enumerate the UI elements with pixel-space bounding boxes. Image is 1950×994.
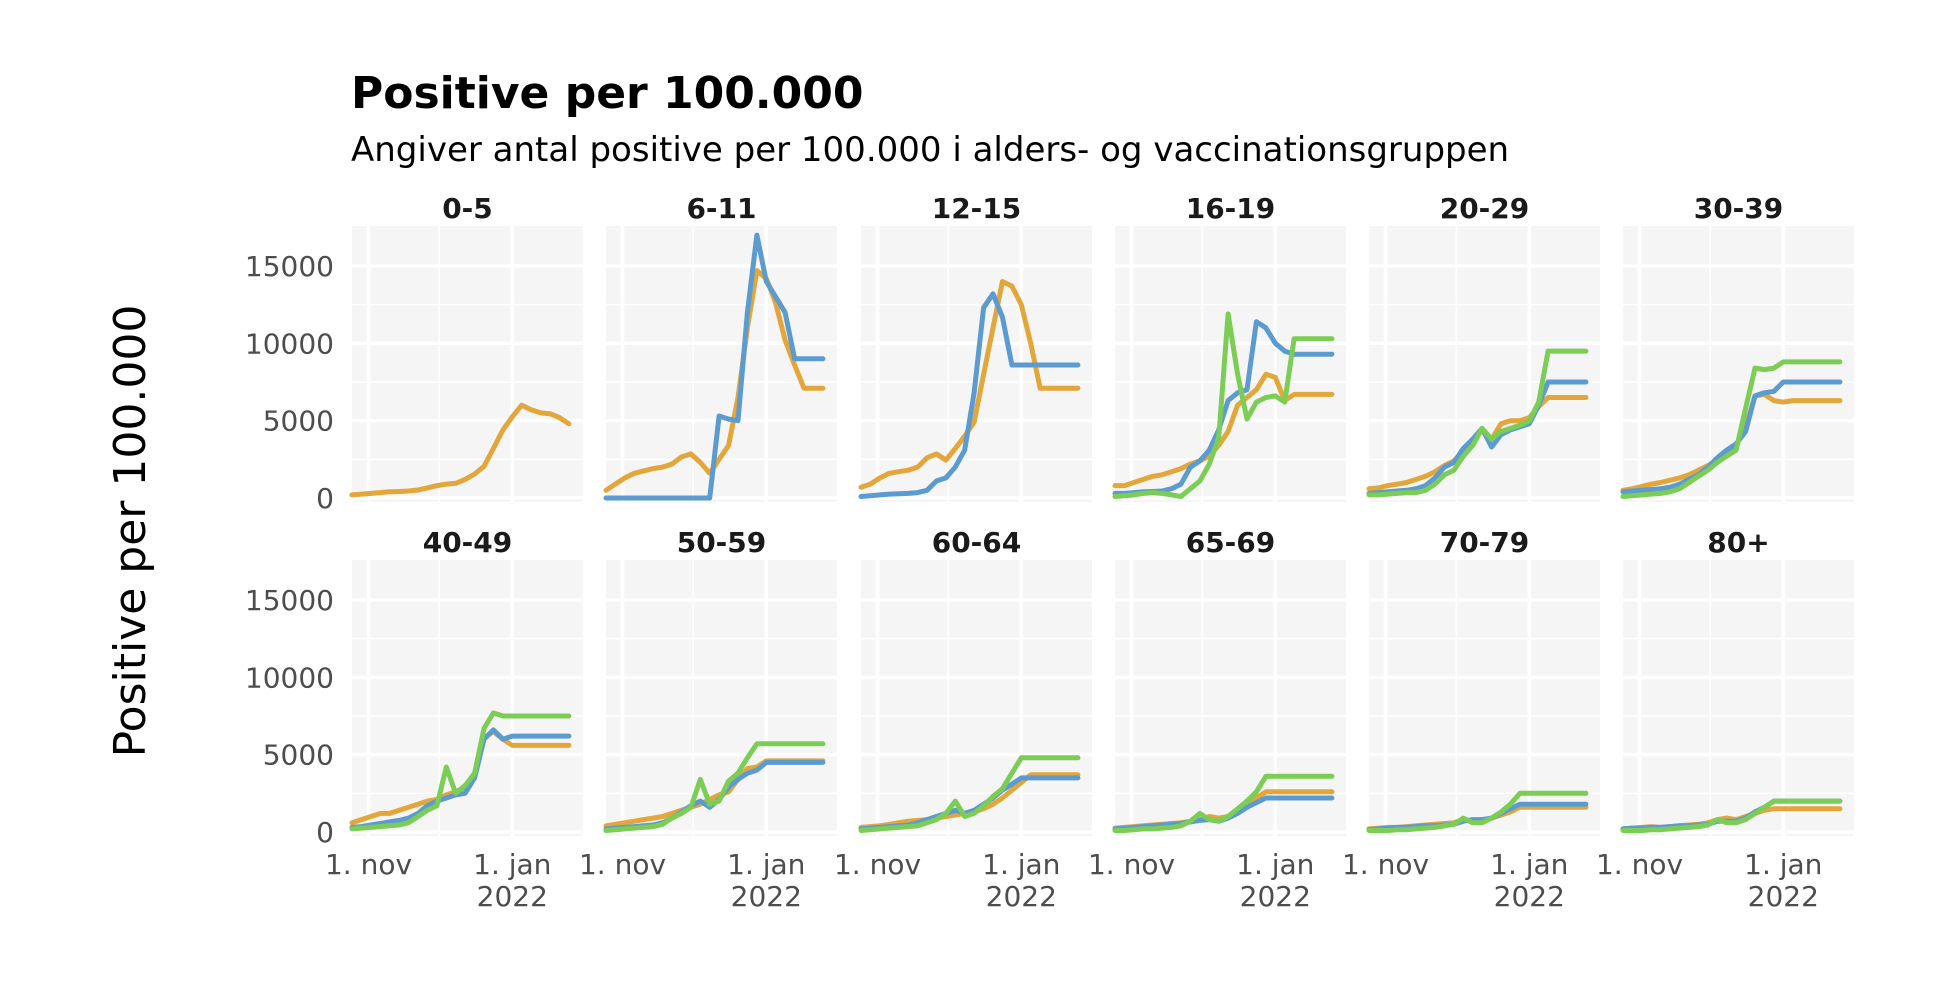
panel-background (1115, 226, 1346, 502)
facet-label: 12-15 (932, 192, 1022, 225)
panel-background (1369, 560, 1600, 836)
x-tick-label: 1. jan (473, 848, 551, 881)
x-tick-label: 1. jan (1236, 848, 1314, 881)
chart-title: Positive per 100.000 (351, 68, 864, 119)
series-line-blue (349, 727, 572, 830)
y-axis-label: Positive per 100.000 (105, 305, 156, 758)
series-line-green (1366, 790, 1589, 833)
series-line-green (1112, 773, 1335, 833)
x-tick-label: 2022 (1494, 880, 1565, 913)
facet-label: 70-79 (1440, 526, 1530, 559)
series-line-orange (1112, 371, 1335, 489)
y-tick-label: 10000 (245, 327, 334, 360)
chart-subtitle: Angiver antal positive per 100.000 i ald… (351, 130, 1510, 170)
series-line-green (349, 710, 572, 832)
y-tick-label: 5000 (263, 405, 334, 438)
x-tick-label: 1. nov (1342, 848, 1429, 881)
y-tick-label: 5000 (263, 739, 334, 772)
facet-label: 50-59 (677, 526, 767, 559)
series-line-blue (603, 232, 826, 501)
x-tick-label: 2022 (986, 880, 1057, 913)
x-tick-label: 2022 (1240, 880, 1311, 913)
y-tick-label: 15000 (245, 250, 334, 283)
facet-label: 60-64 (932, 526, 1022, 559)
facet-label: 65-69 (1186, 526, 1276, 559)
series-line-green (1620, 359, 1843, 499)
facet-label: 20-29 (1440, 192, 1530, 225)
facet-label: 0-5 (442, 192, 493, 225)
series-line-green (1112, 311, 1335, 499)
series-line-blue (1620, 379, 1843, 495)
x-tick-label: 1. nov (579, 848, 666, 881)
x-tick-label: 2022 (1748, 880, 1819, 913)
x-tick-label: 1. jan (1490, 848, 1568, 881)
facet-label: 16-19 (1186, 192, 1276, 225)
x-tick-label: 2022 (731, 880, 802, 913)
panel-background (1369, 226, 1600, 502)
series-line-green (603, 741, 826, 833)
y-tick-label: 10000 (245, 661, 334, 694)
x-tick-label: 1. jan (982, 848, 1060, 881)
panel-background (352, 226, 583, 502)
series-line-green (858, 755, 1081, 833)
panel-background (861, 560, 1092, 836)
x-tick-label: 1. nov (1596, 848, 1683, 881)
series-line-green (1620, 798, 1843, 833)
facet-label: 30-39 (1694, 192, 1784, 225)
x-tick-label: 2022 (477, 880, 548, 913)
y-tick-label: 0 (316, 816, 334, 849)
facet-label: 40-49 (423, 526, 513, 559)
y-tick-label: 0 (316, 482, 334, 515)
x-tick-label: 1. nov (325, 848, 412, 881)
x-tick-label: 1. jan (1744, 848, 1822, 881)
x-tick-label: 1. nov (834, 848, 921, 881)
panel-background (606, 560, 837, 836)
y-tick-label: 15000 (245, 584, 334, 617)
series-line-blue (858, 291, 1081, 499)
facet-label: 80+ (1707, 526, 1769, 559)
x-tick-label: 1. jan (727, 848, 805, 881)
series-line-green (1366, 348, 1589, 498)
series-line-orange (349, 402, 572, 498)
x-tick-label: 1. nov (1088, 848, 1175, 881)
panel-background (1623, 560, 1854, 836)
facet-label: 6-11 (686, 192, 756, 225)
